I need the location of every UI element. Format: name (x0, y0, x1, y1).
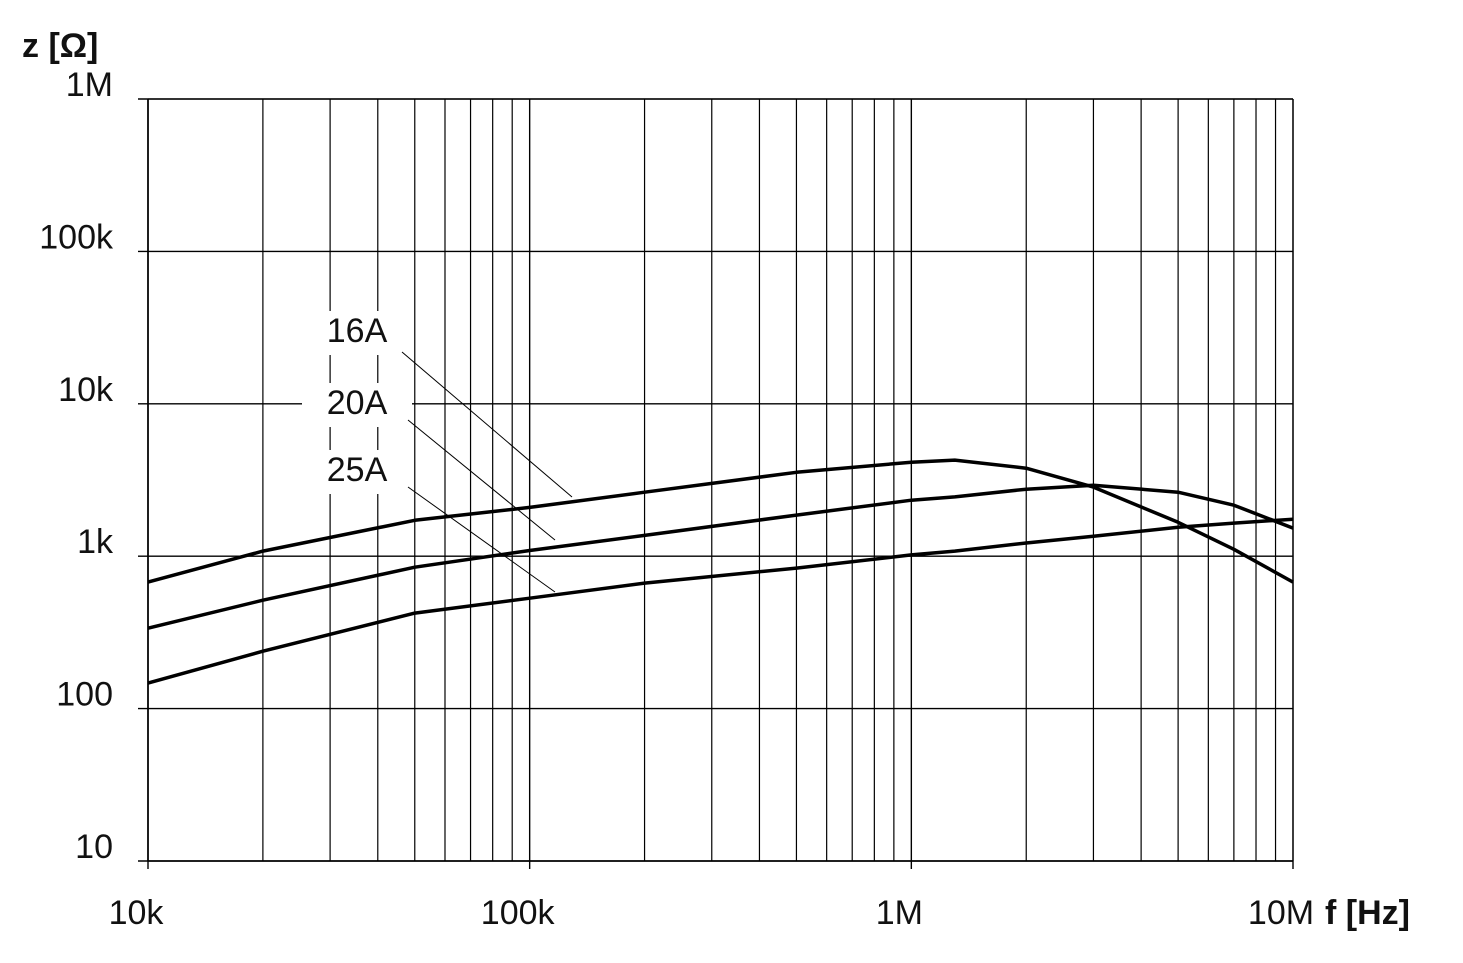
y-tick-label: 100k (39, 218, 114, 256)
x-tick-label: 10M (1248, 894, 1314, 932)
y-tick-label: 10k (58, 371, 114, 409)
leader-line (407, 419, 556, 541)
series-label: 25A (327, 451, 388, 489)
label-background (302, 450, 412, 494)
leader-line (401, 351, 573, 498)
label-background (302, 311, 412, 355)
x-tick-label: 10k (109, 894, 165, 932)
series-label: 16A (327, 312, 388, 350)
series-line (147, 483, 1294, 630)
y-tick-label: 10 (75, 828, 113, 866)
label-background (302, 383, 412, 427)
y-tick-label: 1M (66, 66, 113, 104)
x-tick-label: 100k (481, 894, 556, 932)
x-tick-label: 1M (876, 894, 923, 932)
leader-line (407, 486, 556, 593)
series-line (147, 458, 1294, 584)
y-tick-label: 100 (56, 676, 113, 714)
y-axis-label: z [Ω] (22, 27, 98, 65)
series-label: 20A (327, 384, 388, 422)
y-tick-label: 1k (77, 523, 114, 561)
series-line (147, 517, 1294, 685)
x-axis-label: f [Hz] (1325, 894, 1410, 932)
